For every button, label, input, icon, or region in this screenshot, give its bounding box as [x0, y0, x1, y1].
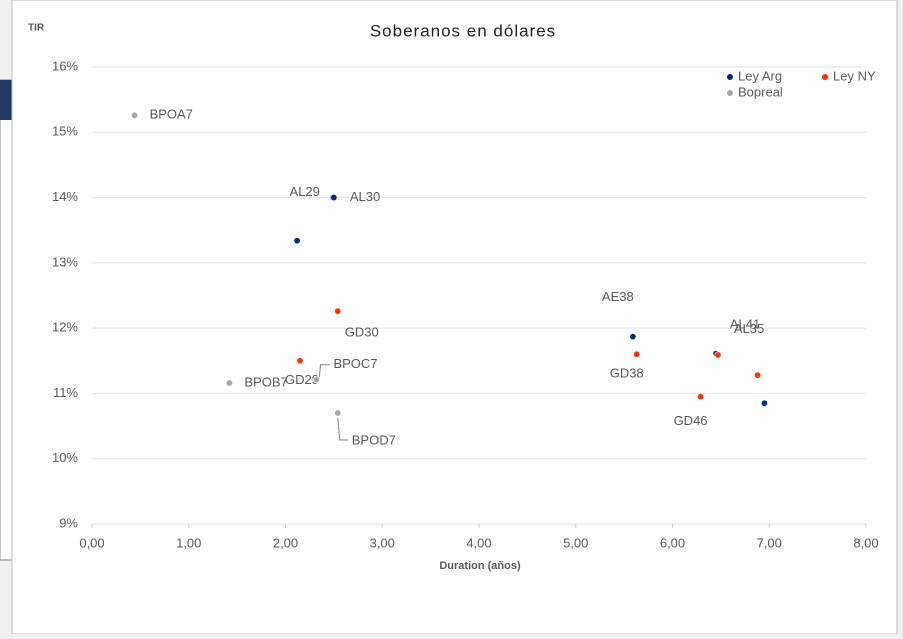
- y-tick-label: 11%: [53, 385, 78, 400]
- point: [293, 237, 301, 245]
- legend-label: Bopreal: [738, 84, 783, 99]
- point: [330, 194, 338, 202]
- chart-title: Soberanos en dólares: [370, 21, 556, 40]
- point: [697, 393, 705, 401]
- chart-area: [11, 0, 898, 635]
- sheet-header: [0, 80, 12, 120]
- y-tick-label: 15%: [52, 124, 78, 139]
- x-tick-label: 8,00: [853, 535, 878, 550]
- data-label: AL41: [730, 317, 760, 332]
- data-label: AE38: [602, 289, 634, 304]
- point: [334, 409, 342, 417]
- data-label: BPOA7: [150, 107, 193, 122]
- point: [312, 376, 320, 384]
- legend-label: Ley NY: [833, 68, 876, 83]
- point: [760, 399, 768, 407]
- y-tick-label: 10%: [52, 450, 78, 465]
- y-tick-label: 9%: [59, 515, 78, 530]
- x-tick-label: 7,00: [757, 535, 782, 550]
- data-label: BPOB7: [244, 374, 287, 389]
- data-label: AL35: [734, 321, 764, 336]
- point: [714, 351, 722, 359]
- data-label: GD30: [345, 325, 379, 340]
- point: [296, 357, 304, 365]
- x-tick-label: 4,00: [466, 535, 491, 550]
- leader-line: [337, 417, 348, 441]
- sheet-fragment: [0, 79, 13, 561]
- x-tick-label: 3,00: [370, 535, 395, 550]
- x-tick-label: 2,00: [273, 535, 298, 550]
- legend-marker: [727, 90, 733, 96]
- x-tick-label: 0,00: [79, 535, 104, 550]
- y-tick-label: 12%: [52, 320, 78, 335]
- point: [334, 307, 342, 315]
- x-tick-label: 5,00: [563, 535, 588, 550]
- data-label: GD38: [610, 366, 644, 381]
- point: [629, 333, 637, 341]
- leader-line: [318, 364, 330, 377]
- data-label: BPOC7: [333, 356, 377, 371]
- legend-marker: [727, 74, 733, 80]
- legend-label: Ley Arg: [738, 68, 782, 83]
- x-tick-label: 1,00: [176, 535, 201, 550]
- point: [131, 111, 139, 119]
- point: [754, 371, 762, 379]
- point: [633, 350, 641, 358]
- legend-marker: [822, 74, 828, 80]
- data-label: AL30: [350, 189, 380, 204]
- y-axis-label: TIR: [28, 23, 45, 34]
- x-tick-label: 6,00: [660, 535, 685, 550]
- y-tick-label: 14%: [52, 189, 78, 204]
- point: [225, 379, 233, 387]
- data-label: GD29: [285, 372, 319, 387]
- x-axis-label: Duration (años): [439, 560, 521, 572]
- data-label: GD46: [674, 413, 708, 428]
- data-label: AL29: [290, 184, 320, 199]
- y-tick-label: 16%: [52, 58, 78, 73]
- y-tick-label: 13%: [52, 254, 78, 269]
- data-label: BPOD7: [352, 432, 396, 447]
